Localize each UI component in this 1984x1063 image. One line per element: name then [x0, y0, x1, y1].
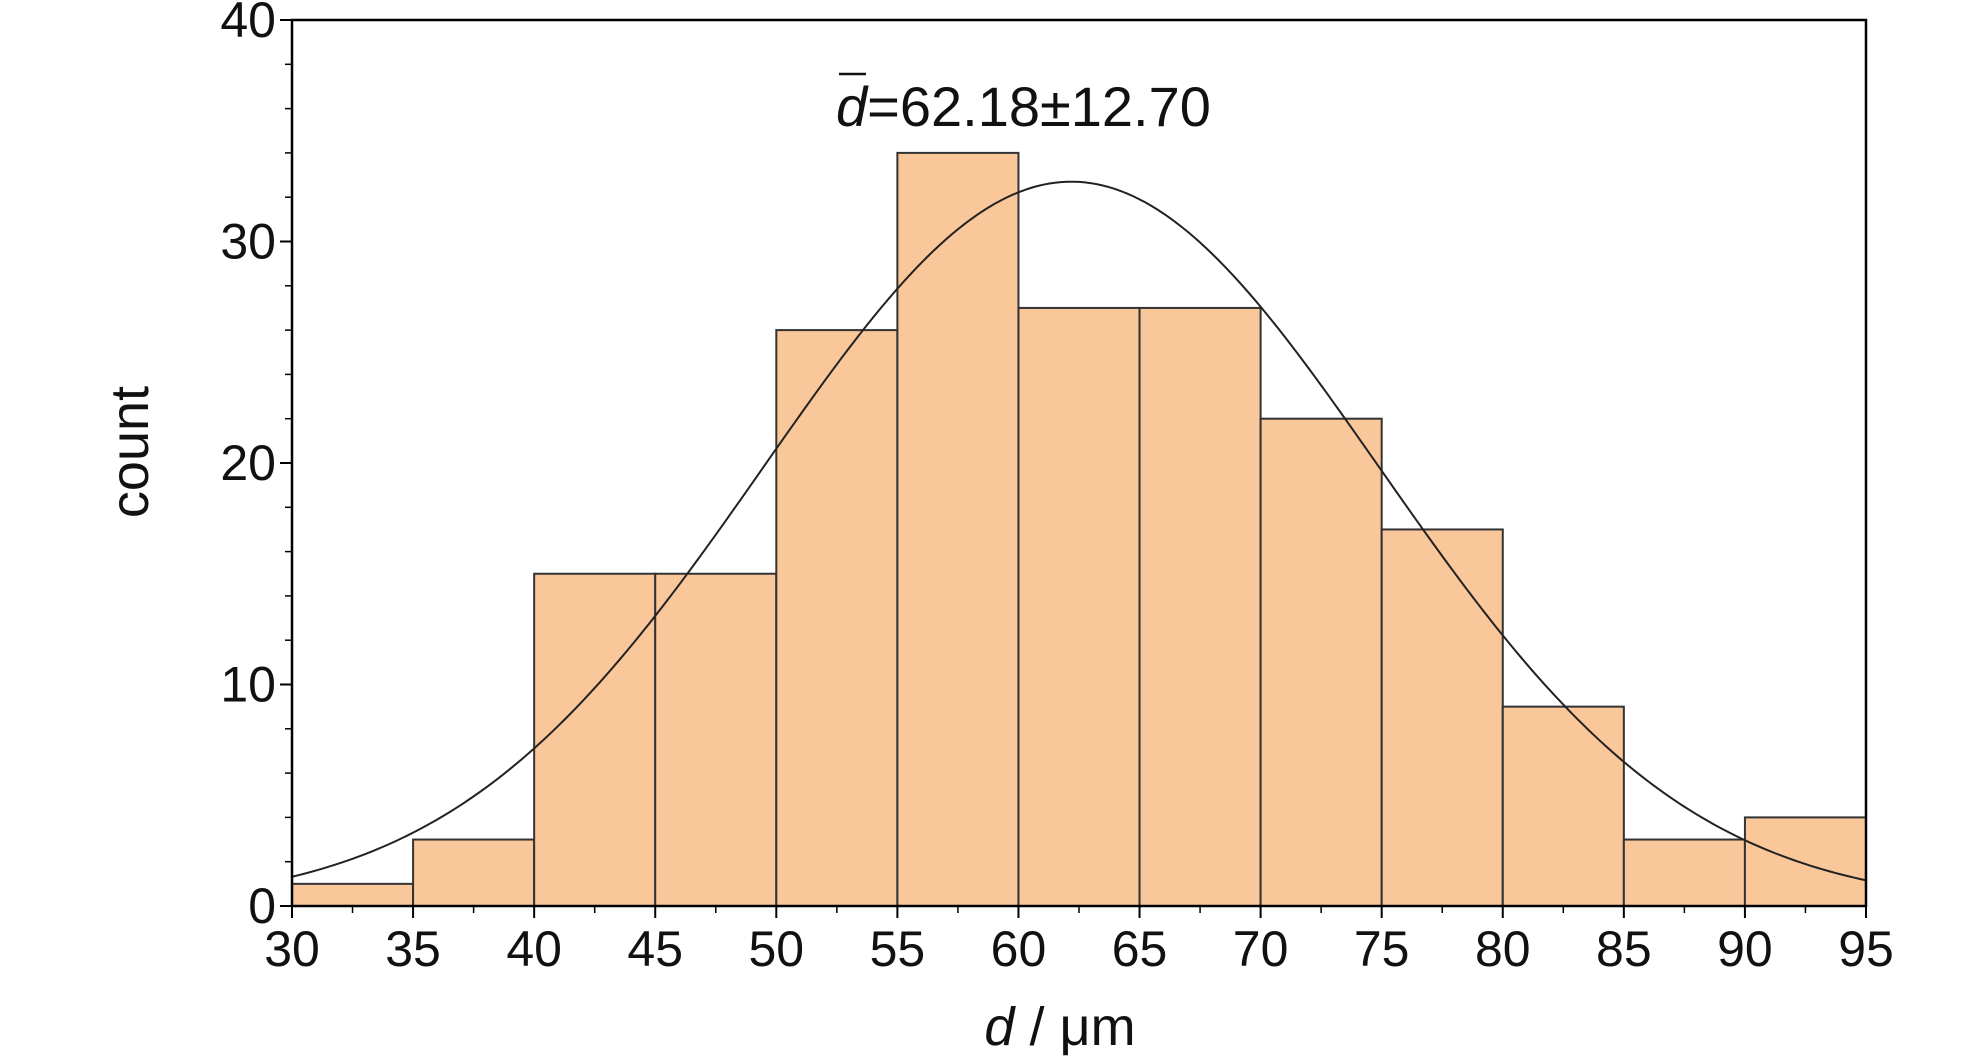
histogram-bar — [775, 329, 899, 908]
histogram-bar — [1138, 306, 1262, 907]
x-tick-label: 50 — [748, 921, 804, 977]
histogram-bar — [1380, 528, 1504, 907]
histogram-bar — [654, 572, 778, 907]
histogram-bar — [1501, 705, 1625, 908]
histogram-bar — [1622, 838, 1746, 907]
x-tick-label: 65 — [1112, 921, 1168, 977]
x-tick-label: 70 — [1233, 921, 1289, 977]
x-tick-label: 35 — [385, 921, 441, 977]
x-tick-label: 75 — [1354, 921, 1410, 977]
histogram-bar — [1259, 417, 1383, 907]
y-tick-label: 40 — [220, 0, 276, 48]
histogram-bar — [533, 572, 657, 907]
histogram-bar — [291, 882, 415, 907]
mean-value-text: =62.18±12.70 — [867, 75, 1211, 138]
histogram-bar — [1743, 816, 1868, 908]
x-tick-label: 85 — [1596, 921, 1652, 977]
x-tick-label: 40 — [506, 921, 562, 977]
x-axis-symbol: d — [984, 997, 1016, 1057]
y-tick-label: 20 — [220, 435, 276, 491]
x-tick-label: 30 — [264, 921, 320, 977]
y-tick-label: 30 — [220, 214, 276, 270]
histogram-bar — [1017, 306, 1141, 907]
bars-group — [291, 151, 1868, 908]
x-axis-unit: / μm — [1014, 997, 1135, 1057]
x-tick-label: 95 — [1838, 921, 1894, 977]
x-tick-label: 45 — [627, 921, 683, 977]
mean-annotation: d=62.18±12.70 — [836, 75, 1211, 138]
y-tick-label: 10 — [220, 657, 276, 713]
x-axis-ticks: 30 35 40 45 50 55 60 65 70 75 80 85 90 95 — [264, 906, 1894, 977]
x-tick-label: 55 — [870, 921, 926, 977]
y-tick-label: 0 — [248, 878, 276, 934]
mean-symbol: d — [836, 75, 869, 138]
x-tick-label: 90 — [1717, 921, 1773, 977]
histogram-bar — [412, 838, 536, 907]
histogram-bar — [896, 151, 1020, 907]
x-axis-title: d / μm — [984, 997, 1135, 1057]
y-axis-ticks: 0 10 20 30 40 — [220, 0, 292, 934]
x-tick-label: 80 — [1475, 921, 1531, 977]
y-axis-title: count — [100, 386, 160, 518]
x-tick-label: 60 — [991, 921, 1047, 977]
normal-fit-curve — [291, 180, 1867, 882]
